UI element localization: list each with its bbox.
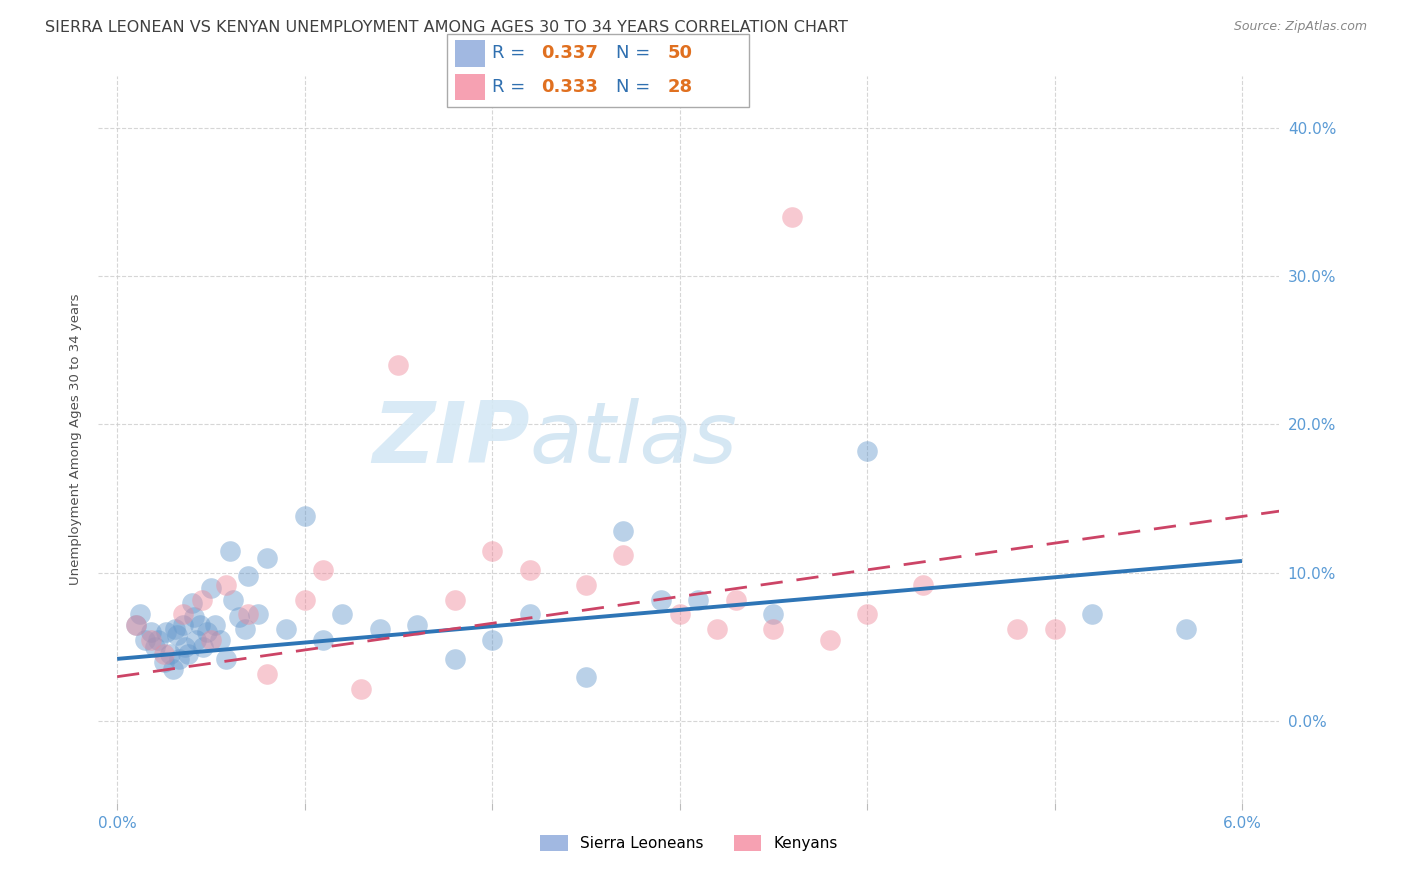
Point (519, 607, 541, 622)
Point (1081, 607, 1104, 622)
Point (481, 632, 503, 647)
Point (856, 444, 879, 458)
Point (204, 617, 226, 632)
Point (443, 652, 465, 666)
Point (818, 632, 841, 647)
Point (519, 563, 541, 577)
Point (294, 509, 316, 524)
Point (274, 622, 297, 636)
Text: 6.0%: 6.0% (1223, 816, 1261, 831)
Point (148, 632, 170, 647)
Point (125, 617, 148, 632)
Point (172, 607, 194, 622)
Point (162, 662, 184, 676)
Point (200, 632, 222, 647)
Point (184, 632, 207, 647)
Point (215, 578, 238, 592)
Point (762, 622, 785, 636)
Point (350, 681, 373, 696)
FancyBboxPatch shape (447, 34, 749, 107)
Point (172, 617, 194, 632)
Text: atlas: atlas (530, 398, 738, 481)
Point (481, 543, 503, 558)
Point (166, 628, 188, 642)
Point (612, 548, 634, 562)
Text: R =: R = (492, 78, 531, 96)
Point (215, 652, 238, 666)
Point (1043, 622, 1066, 636)
Bar (454, 40, 485, 67)
Point (181, 595, 204, 609)
Point (188, 617, 211, 632)
Text: N =: N = (616, 45, 657, 62)
Legend: Sierra Leoneans, Kenyans: Sierra Leoneans, Kenyans (534, 829, 844, 857)
Text: 50: 50 (668, 45, 693, 62)
Point (190, 592, 212, 607)
Point (443, 592, 465, 607)
Point (706, 622, 728, 636)
Point (139, 632, 162, 647)
Point (153, 655, 176, 669)
Text: 0.333: 0.333 (541, 78, 598, 96)
Point (222, 592, 245, 607)
Text: N =: N = (616, 78, 657, 96)
Point (246, 607, 269, 622)
Point (387, 358, 409, 372)
Point (209, 632, 232, 647)
Point (128, 607, 150, 622)
Point (330, 607, 353, 622)
Point (406, 617, 429, 632)
Point (856, 607, 879, 622)
Text: 0.0%: 0.0% (98, 816, 136, 831)
Text: ZIP: ZIP (371, 398, 530, 481)
Point (195, 625, 218, 640)
Text: Source: ZipAtlas.com: Source: ZipAtlas.com (1233, 20, 1367, 33)
Point (256, 551, 278, 566)
Point (200, 581, 222, 595)
Point (612, 524, 634, 539)
Point (575, 670, 598, 684)
Text: 0.337: 0.337 (541, 45, 598, 62)
Point (912, 578, 935, 592)
Point (193, 640, 215, 654)
Text: 28: 28 (668, 78, 693, 96)
Point (650, 592, 672, 607)
Point (724, 592, 747, 607)
Point (228, 610, 250, 624)
Point (139, 625, 162, 640)
Point (256, 666, 278, 681)
Point (173, 640, 195, 654)
Point (165, 622, 187, 636)
Point (238, 607, 260, 622)
Point (780, 210, 803, 224)
Bar (454, 74, 485, 101)
Point (155, 625, 177, 640)
Text: R =: R = (492, 45, 531, 62)
Point (238, 569, 260, 583)
Point (218, 543, 240, 558)
Y-axis label: Unemployment Among Ages 30 to 34 years: Unemployment Among Ages 30 to 34 years (69, 293, 83, 585)
Point (233, 622, 256, 636)
Point (1005, 622, 1028, 636)
Point (688, 592, 710, 607)
Point (159, 648, 181, 662)
Point (167, 652, 190, 666)
Point (1174, 622, 1197, 636)
Point (125, 617, 148, 632)
Point (143, 640, 166, 654)
Text: SIERRA LEONEAN VS KENYAN UNEMPLOYMENT AMONG AGES 30 TO 34 YEARS CORRELATION CHAR: SIERRA LEONEAN VS KENYAN UNEMPLOYMENT AM… (45, 20, 848, 35)
Point (575, 578, 598, 592)
Point (312, 632, 335, 647)
Point (183, 610, 205, 624)
Point (134, 632, 156, 647)
Point (668, 607, 690, 622)
Point (294, 592, 316, 607)
Point (177, 648, 200, 662)
Point (762, 607, 785, 622)
Point (153, 648, 176, 662)
Point (368, 622, 391, 636)
Point (312, 563, 335, 577)
